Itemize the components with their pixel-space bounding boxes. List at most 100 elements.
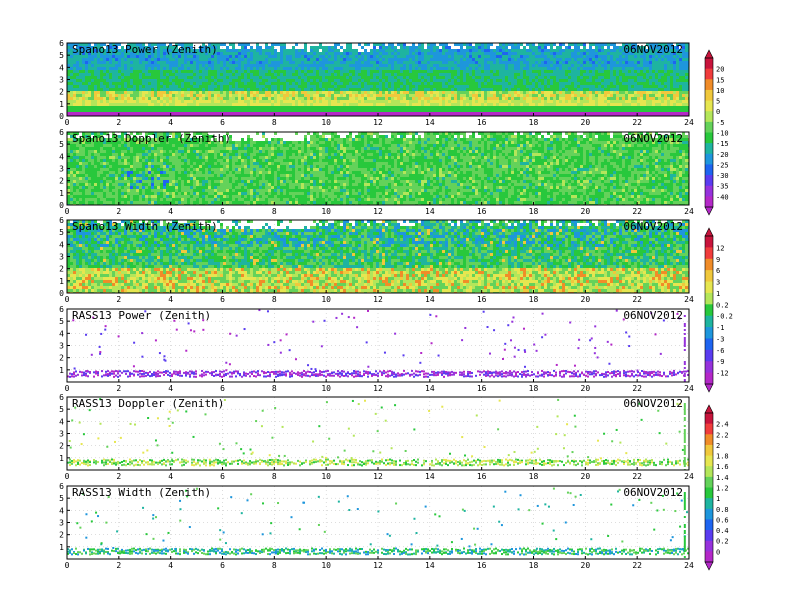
heatmap-cell (658, 88, 661, 91)
heatmap-cell (88, 91, 91, 94)
heatmap-cell (289, 58, 292, 61)
heatmap-cell (439, 88, 442, 91)
heatmap-cell (355, 79, 358, 82)
heatmap-cell (370, 49, 373, 52)
heatmap-cell (244, 67, 247, 70)
heatmap-cell (247, 91, 250, 94)
heatmap-cell (88, 64, 91, 67)
heatmap-cell (343, 64, 346, 67)
heatmap-cell (232, 64, 235, 67)
heatmap-cell (220, 85, 223, 88)
heatmap-cell (307, 109, 310, 112)
heatmap-cell (511, 85, 514, 88)
heatmap-cell (178, 58, 181, 61)
heatmap-cell (274, 112, 277, 115)
heatmap-cell (295, 43, 298, 46)
heatmap-cell (436, 49, 439, 52)
heatmap-cell (475, 100, 478, 103)
heatmap-cell (454, 82, 457, 85)
heatmap-cell (202, 46, 205, 49)
heatmap-cell (556, 103, 559, 106)
heatmap-cell (475, 58, 478, 61)
heatmap-cell (586, 88, 589, 91)
heatmap-cell (142, 91, 145, 94)
heatmap-cell (454, 91, 457, 94)
heatmap-cell (445, 73, 448, 76)
heatmap-cell (418, 94, 421, 97)
heatmap-cell (472, 97, 475, 100)
heatmap-cell (658, 70, 661, 73)
heatmap-cell (559, 109, 562, 112)
heatmap-cell (262, 109, 265, 112)
heatmap-cell (334, 73, 337, 76)
heatmap-cell (88, 76, 91, 79)
heatmap-cell (592, 76, 595, 79)
heatmap-cell (448, 112, 451, 115)
heatmap-cell (196, 73, 199, 76)
heatmap-cell (115, 43, 118, 46)
heatmap-cell (361, 103, 364, 106)
heatmap-cell (484, 73, 487, 76)
heatmap-cell (457, 112, 460, 115)
heatmap-cell (421, 49, 424, 52)
heatmap-cell (181, 46, 184, 49)
heatmap-cell (388, 82, 391, 85)
heatmap-cell (367, 67, 370, 70)
heatmap-cell (526, 91, 529, 94)
heatmap-cell (571, 109, 574, 112)
heatmap-cell (130, 73, 133, 76)
heatmap-cell (286, 58, 289, 61)
heatmap-cell (580, 100, 583, 103)
heatmap-cell (640, 109, 643, 112)
heatmap-cell (358, 61, 361, 64)
heatmap-cell (655, 79, 658, 82)
heatmap-cell (526, 52, 529, 55)
heatmap-cell (70, 100, 73, 103)
heatmap-cell (397, 79, 400, 82)
heatmap-cell (592, 103, 595, 106)
heatmap-cell (514, 61, 517, 64)
heatmap-cell (550, 97, 553, 100)
heatmap-cell (463, 109, 466, 112)
heatmap-cell (511, 61, 514, 64)
heatmap-cell (265, 49, 268, 52)
heatmap-cell (331, 91, 334, 94)
heatmap-cell (259, 100, 262, 103)
heatmap-cell (469, 58, 472, 61)
heatmap-cell (496, 94, 499, 97)
heatmap-cell (550, 106, 553, 109)
heatmap-cell (121, 55, 124, 58)
heatmap-cell (139, 109, 142, 112)
heatmap-cell (394, 70, 397, 73)
heatmap-cell (352, 82, 355, 85)
heatmap-cell (112, 73, 115, 76)
heatmap-cell (67, 46, 70, 49)
heatmap-cell (217, 76, 220, 79)
heatmap-cell (397, 106, 400, 109)
heatmap-cell (556, 76, 559, 79)
heatmap-cell (484, 61, 487, 64)
heatmap-cell (226, 109, 229, 112)
heatmap-cell (622, 49, 625, 52)
heatmap-cell (361, 73, 364, 76)
heatmap-cell (607, 43, 610, 46)
heatmap-cell (358, 55, 361, 58)
heatmap-cell (208, 88, 211, 91)
heatmap-cell (535, 106, 538, 109)
heatmap-cell (667, 76, 670, 79)
heatmap-cell (496, 61, 499, 64)
heatmap-cell (466, 64, 469, 67)
heatmap-cell (382, 67, 385, 70)
heatmap-cell (532, 100, 535, 103)
heatmap-cell (235, 112, 238, 115)
heatmap-cell (373, 67, 376, 70)
heatmap-cell (388, 97, 391, 100)
heatmap-cell (373, 49, 376, 52)
heatmap-cell (229, 76, 232, 79)
heatmap-cell (208, 79, 211, 82)
heatmap-cell (229, 85, 232, 88)
heatmap-cell (292, 55, 295, 58)
heatmap-cell (673, 76, 676, 79)
heatmap-cell (391, 58, 394, 61)
heatmap-cell (646, 103, 649, 106)
